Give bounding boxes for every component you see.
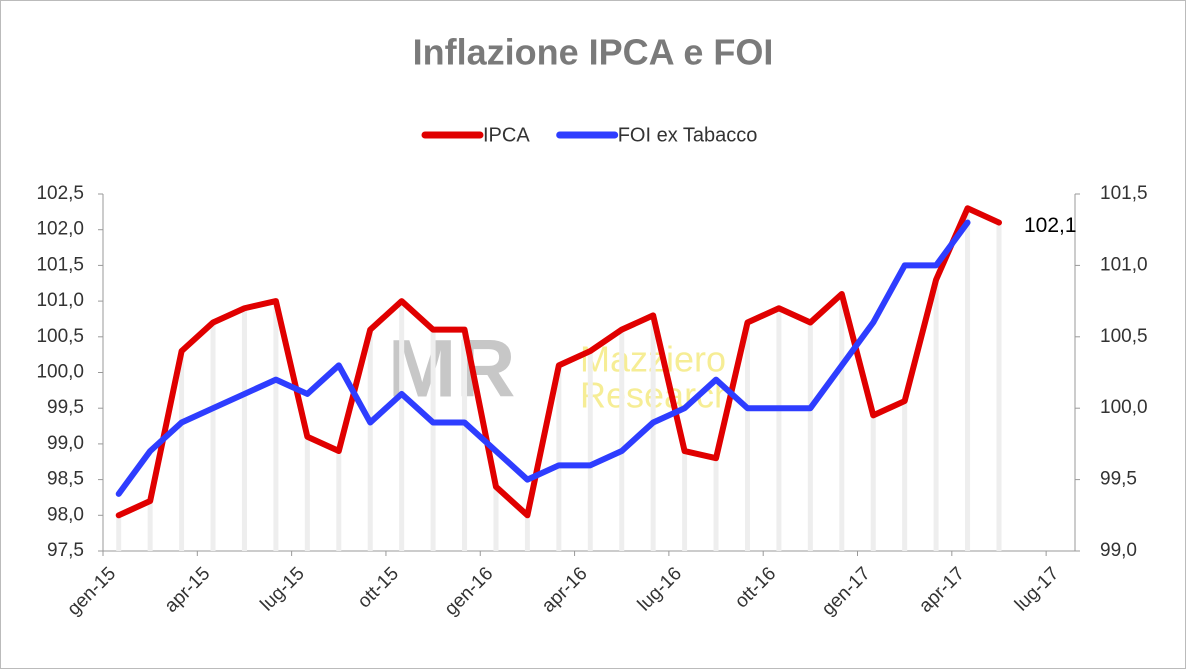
- legend-label: IPCA: [483, 124, 530, 146]
- y-tick-label: 98,0: [47, 504, 84, 525]
- y2-tick-label: 101,0: [1100, 254, 1148, 275]
- watermark-text: Research: [580, 375, 734, 416]
- y-tick-label: 100,5: [36, 326, 84, 347]
- y2-tick-label: 99,5: [1100, 469, 1137, 490]
- y2-tick-label: 100,5: [1100, 326, 1148, 347]
- y2-tick-label: 100,0: [1100, 397, 1148, 418]
- y-tick-label: 97,5: [47, 540, 84, 561]
- y-tick-label: 101,0: [36, 290, 84, 311]
- y-tick-label: 98,5: [47, 469, 84, 490]
- series-line: [115, 205, 1002, 519]
- series-line: [115, 219, 971, 497]
- y2-tick-label: 101,5: [1100, 183, 1148, 204]
- y-tick-label: 99,5: [47, 397, 84, 418]
- y-tick-label: 101,5: [36, 254, 84, 275]
- legend-label: FOI ex Tabacco: [618, 124, 758, 146]
- y-tick-label: 100,0: [36, 362, 84, 383]
- chart-title: Inflazione IPCA e FOI: [413, 32, 774, 73]
- y-tick-label: 99,0: [47, 433, 84, 454]
- y2-tick-label: 99,0: [1100, 540, 1137, 561]
- data-label: 102,1: [1024, 214, 1077, 237]
- y-tick-label: 102,5: [36, 183, 84, 204]
- y-tick-label: 102,0: [36, 219, 84, 240]
